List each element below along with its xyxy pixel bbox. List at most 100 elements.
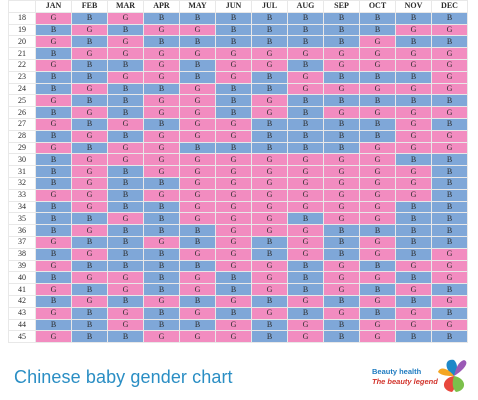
age-cell: 32 <box>8 176 36 190</box>
boy-cell: B <box>395 94 432 108</box>
girl-cell: G <box>215 58 252 72</box>
boy-cell: B <box>323 11 360 25</box>
girl-cell: G <box>179 283 216 296</box>
month-header-may: MAY <box>179 0 216 13</box>
girl-cell: G <box>143 141 180 155</box>
girl-cell: G <box>287 188 324 202</box>
girl-cell: G <box>431 259 468 273</box>
age-cell: 39 <box>8 259 36 273</box>
boy-cell: B <box>323 318 360 332</box>
girl-cell: G <box>179 165 216 178</box>
age-cell: 35 <box>8 212 36 226</box>
girl-cell: G <box>287 82 324 96</box>
girl-cell: G <box>359 235 396 249</box>
boy-cell: B <box>287 58 324 72</box>
boy-cell: B <box>143 271 180 285</box>
table-row: 32 B G B B G G G G G G G B <box>8 176 468 190</box>
girl-cell: G <box>431 58 468 72</box>
table-row: 24 B G B B G B B G G G G G <box>8 82 468 96</box>
girl-cell: G <box>323 153 360 167</box>
table-row: 25 G B B G G B G B B B B B <box>8 94 468 108</box>
age-cell: 18 <box>8 11 36 25</box>
girl-cell: G <box>359 200 396 214</box>
girl-cell: G <box>107 153 144 167</box>
girl-cell: G <box>251 153 288 167</box>
month-header-apr: APR <box>143 0 180 13</box>
table-row: 40 B G G B G B G B G G B G <box>8 271 468 285</box>
boy-cell: B <box>323 141 360 155</box>
boy-cell: B <box>35 47 72 60</box>
girl-cell: G <box>287 176 324 190</box>
boy-cell: B <box>71 306 108 320</box>
age-cell: 21 <box>8 47 36 60</box>
boy-cell: B <box>35 271 72 285</box>
boy-cell: B <box>35 294 72 308</box>
girl-cell: G <box>359 141 396 155</box>
girl-cell: G <box>143 58 180 72</box>
boy-cell: B <box>323 330 360 344</box>
girl-cell: G <box>431 23 468 37</box>
girl-cell: G <box>143 70 180 84</box>
girl-cell: G <box>251 212 288 226</box>
girl-cell: G <box>431 70 468 84</box>
girl-cell: G <box>179 247 216 261</box>
boy-cell: B <box>323 294 360 308</box>
boy-cell: B <box>215 306 252 320</box>
girl-cell: G <box>179 129 216 143</box>
boy-cell: B <box>395 11 432 25</box>
girl-cell: G <box>143 153 180 167</box>
boy-cell: B <box>107 330 144 344</box>
age-cell: 29 <box>8 141 36 155</box>
girl-cell: G <box>35 117 72 131</box>
boy-cell: B <box>323 129 360 143</box>
boy-cell: B <box>431 117 468 131</box>
boy-cell: B <box>323 35 360 49</box>
boy-cell: B <box>143 247 180 261</box>
boy-cell: B <box>71 58 108 72</box>
girl-cell: G <box>323 306 360 320</box>
girl-cell: G <box>431 106 468 119</box>
boy-cell: B <box>35 200 72 214</box>
girl-cell: G <box>71 82 108 96</box>
boy-cell: B <box>287 259 324 273</box>
girl-cell: G <box>215 165 252 178</box>
boy-cell: B <box>359 117 396 131</box>
age-cell: 42 <box>8 294 36 308</box>
girl-cell: G <box>323 58 360 72</box>
boy-cell: B <box>143 200 180 214</box>
boy-cell: B <box>179 141 216 155</box>
girl-cell: G <box>143 129 180 143</box>
girl-cell: G <box>323 259 360 273</box>
boy-cell: B <box>71 318 108 332</box>
boy-cell: B <box>215 141 252 155</box>
boy-cell: B <box>395 224 432 237</box>
boy-cell: B <box>35 70 72 84</box>
girl-cell: G <box>395 106 432 119</box>
girl-cell: G <box>215 247 252 261</box>
boy-cell: B <box>431 188 468 202</box>
girl-cell: G <box>179 153 216 167</box>
girl-cell: G <box>395 47 432 60</box>
girl-cell: G <box>179 23 216 37</box>
girl-cell: G <box>179 94 216 108</box>
corner-cell <box>8 0 36 13</box>
boy-cell: B <box>287 306 324 320</box>
boy-cell: B <box>323 23 360 37</box>
boy-cell: B <box>395 200 432 214</box>
girl-cell: G <box>359 330 396 344</box>
table-row: 41 G B G B G B G B G B G B <box>8 283 468 296</box>
girl-cell: G <box>215 176 252 190</box>
girl-cell: G <box>35 235 72 249</box>
boy-cell: B <box>107 129 144 143</box>
girl-cell: G <box>431 318 468 332</box>
girl-cell: G <box>359 318 396 332</box>
boy-cell: B <box>71 259 108 273</box>
boy-cell: B <box>107 224 144 237</box>
girl-cell: G <box>107 47 144 60</box>
boy-cell: B <box>179 70 216 84</box>
boy-cell: B <box>179 224 216 237</box>
boy-cell: B <box>107 235 144 249</box>
girl-cell: G <box>287 165 324 178</box>
girl-cell: G <box>395 176 432 190</box>
girl-cell: G <box>215 129 252 143</box>
